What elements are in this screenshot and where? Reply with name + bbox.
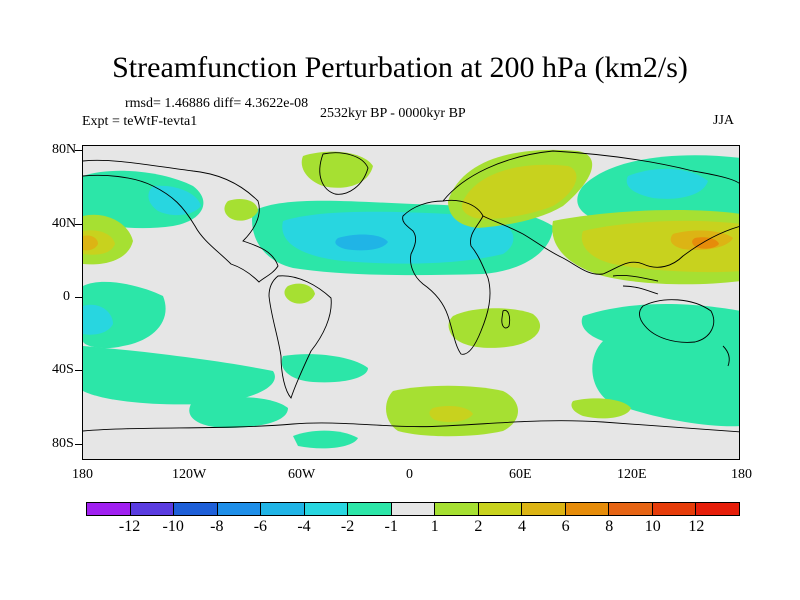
colorbar-swatch [609, 503, 653, 515]
south-pacific-neg1 [83, 346, 275, 405]
colorbar-swatch [261, 503, 305, 515]
colorbar-swatch [652, 503, 697, 515]
pos6-regions [692, 237, 719, 249]
lon-label-60e: 60E [509, 467, 532, 482]
coastlines [83, 150, 739, 433]
africa-pos1 [448, 308, 541, 348]
colorbar-swatch [435, 503, 479, 515]
north-america-pos1 [224, 199, 258, 221]
colorbar-swatch [565, 503, 610, 515]
neg4-regions [335, 234, 388, 251]
colorbar-label: 1 [430, 518, 439, 535]
lat-tick [75, 224, 82, 225]
east-pacific-neg2 [83, 304, 113, 335]
lon-label-120e: 120E [617, 467, 647, 482]
experiment-label: Expt = teWtF-tevta1 [82, 114, 198, 129]
lon-label-0: 0 [406, 467, 413, 482]
colorbar-swatch [478, 503, 523, 515]
colorbar-swatch [174, 503, 218, 515]
maritime-continent [612, 275, 659, 295]
south-atlantic-neg1 [281, 354, 368, 383]
period-label: 2532kyr BP - 0000kyr BP [320, 106, 466, 121]
lat-tick [75, 150, 82, 151]
colorbar-swatch [217, 503, 262, 515]
colorbar-swatch [130, 503, 175, 515]
page-title: Streamfunction Perturbation at 200 hPa (… [112, 51, 688, 84]
lon-label-60w: 60W [288, 467, 316, 482]
south-pacific-pos1 [571, 398, 631, 419]
north-atlantic-neg2 [282, 211, 514, 264]
colorbar-swatch [304, 503, 349, 515]
colorbar-swatch [696, 503, 739, 515]
north-atlantic-neg4 [335, 234, 388, 251]
map-panel [82, 145, 740, 460]
colorbar-swatch [522, 503, 566, 515]
lat-label-40s: 40S [52, 362, 74, 377]
rmsd-diff-stats: rmsd= 1.46886 diff= 4.3622e-08 [125, 96, 309, 111]
colorbar-label: 8 [605, 518, 614, 535]
atlantic-neg1-small [293, 430, 358, 449]
lon-label-120w: 120W [172, 467, 207, 482]
colorbar-label: -12 [118, 518, 141, 535]
colorbar-label: -1 [384, 518, 398, 535]
lon-label-180w: 180 [72, 467, 93, 482]
lon-label-180e: 180 [731, 467, 752, 482]
southern-ocean-neg1 [189, 396, 288, 428]
west-pacific-pos4 [83, 235, 98, 251]
colorbar-label: -8 [210, 518, 224, 535]
antarctic-pos2 [429, 406, 473, 422]
greenland-pos1 [301, 151, 373, 188]
greenland-coast [319, 152, 369, 195]
eurasia-pos2 [461, 164, 577, 219]
colorbar-label: 6 [561, 518, 570, 535]
lat-label-40n: 40N [52, 216, 77, 231]
lat-label-eq: 0 [63, 289, 70, 304]
season-label: JJA [713, 113, 735, 128]
lat-label-80s: 80S [52, 436, 74, 451]
colorbar-label: 12 [688, 518, 705, 535]
colorbar-label: -4 [297, 518, 311, 535]
asia-neg2 [626, 168, 708, 199]
colorbar-label: 4 [518, 518, 526, 535]
colorbar-swatch [87, 503, 131, 515]
lat-tick [75, 444, 82, 445]
indian-ocean-neg1 [581, 304, 739, 427]
south-america-coast [268, 275, 332, 399]
north-america-coast [83, 159, 279, 283]
colorbar [86, 502, 740, 516]
new-zealand-coast [722, 345, 730, 367]
colorbar-label: -10 [162, 518, 184, 535]
colorbar-swatch [348, 503, 392, 515]
streamfunction-map [83, 146, 739, 459]
colorbar-label: 2 [474, 518, 483, 535]
australia-coast [639, 299, 715, 343]
eurasia-coast [442, 150, 739, 275]
neg2-regions [83, 168, 708, 335]
europe-africa-coast [402, 199, 491, 355]
colorbar-swatch [391, 503, 436, 515]
colorbar-label: -6 [253, 518, 268, 535]
madagascar-coast [501, 309, 511, 329]
south-america-pos1 [284, 283, 315, 304]
lat-label-80n: 80N [52, 142, 77, 157]
colorbar-label: 10 [644, 518, 661, 535]
antarctica-coast [83, 420, 739, 433]
east-asia-pos6 [692, 237, 719, 249]
lat-tick [75, 370, 82, 371]
lat-tick [75, 297, 82, 298]
colorbar-label: -2 [340, 518, 355, 535]
